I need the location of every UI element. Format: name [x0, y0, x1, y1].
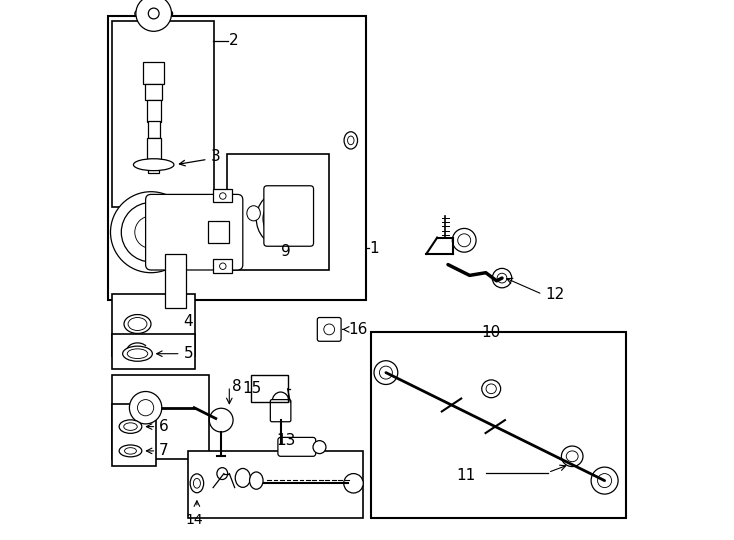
Bar [112, 334, 195, 369]
Ellipse shape [135, 6, 172, 20]
Text: 8: 8 [232, 379, 241, 394]
Text: 9: 9 [280, 244, 291, 259]
Ellipse shape [235, 469, 250, 488]
Circle shape [121, 202, 181, 262]
Text: 12: 12 [545, 287, 564, 302]
FancyBboxPatch shape [270, 400, 291, 422]
Circle shape [591, 467, 618, 494]
Text: 11: 11 [456, 468, 476, 483]
Ellipse shape [124, 314, 151, 333]
Ellipse shape [263, 198, 298, 239]
Circle shape [135, 216, 167, 248]
Text: 3: 3 [211, 149, 220, 164]
Bar [108, 16, 366, 300]
Ellipse shape [272, 392, 289, 413]
Ellipse shape [486, 384, 496, 394]
Ellipse shape [119, 445, 142, 457]
Bar [164, 254, 186, 308]
Text: 4: 4 [184, 314, 193, 329]
Ellipse shape [256, 192, 305, 246]
Bar [213, 189, 232, 202]
Ellipse shape [217, 468, 228, 480]
Text: 13: 13 [276, 433, 296, 448]
Bar [145, 84, 162, 100]
Ellipse shape [134, 159, 174, 171]
Ellipse shape [344, 132, 357, 149]
Text: 6: 6 [159, 419, 169, 434]
FancyBboxPatch shape [278, 437, 316, 456]
Ellipse shape [124, 423, 137, 430]
Circle shape [219, 193, 226, 199]
Ellipse shape [250, 472, 263, 489]
Bar [112, 375, 208, 459]
Circle shape [209, 408, 233, 432]
Bar [227, 154, 330, 270]
Text: 5: 5 [184, 346, 193, 361]
FancyBboxPatch shape [264, 186, 313, 246]
Ellipse shape [566, 451, 578, 462]
Bar [147, 100, 161, 122]
Text: 16: 16 [348, 322, 368, 337]
Bar [147, 138, 161, 159]
Text: 1: 1 [370, 241, 379, 256]
Text: 10: 10 [482, 325, 501, 340]
Circle shape [493, 268, 512, 288]
Text: 15: 15 [242, 381, 262, 396]
Text: 14: 14 [186, 513, 203, 527]
Ellipse shape [482, 380, 501, 397]
Bar [213, 259, 232, 273]
Ellipse shape [128, 318, 147, 330]
Bar [143, 62, 164, 84]
Circle shape [136, 0, 172, 31]
Ellipse shape [247, 206, 261, 221]
Text: 2: 2 [229, 33, 239, 48]
Bar [112, 404, 156, 466]
Circle shape [344, 474, 363, 493]
Ellipse shape [119, 420, 142, 433]
Circle shape [374, 361, 398, 384]
Circle shape [137, 400, 153, 416]
Circle shape [324, 324, 335, 335]
Circle shape [597, 474, 611, 488]
Circle shape [458, 234, 470, 247]
FancyBboxPatch shape [145, 194, 243, 270]
Circle shape [219, 263, 226, 269]
Ellipse shape [562, 446, 583, 467]
Circle shape [313, 441, 326, 454]
Ellipse shape [125, 448, 137, 454]
Circle shape [497, 273, 507, 283]
Circle shape [452, 228, 476, 252]
Bar [148, 122, 159, 138]
Bar [112, 294, 195, 356]
Ellipse shape [127, 349, 148, 359]
Bar [148, 159, 159, 173]
Ellipse shape [193, 478, 200, 488]
Circle shape [129, 392, 161, 424]
Text: 7: 7 [159, 443, 169, 458]
Circle shape [148, 8, 159, 19]
Bar [112, 21, 214, 207]
FancyBboxPatch shape [317, 318, 341, 341]
Bar [188, 451, 363, 518]
Circle shape [111, 192, 192, 273]
Circle shape [379, 366, 393, 379]
Ellipse shape [123, 346, 153, 361]
Bar [208, 221, 229, 243]
Ellipse shape [190, 474, 203, 492]
Bar [371, 332, 626, 518]
Ellipse shape [348, 136, 354, 145]
